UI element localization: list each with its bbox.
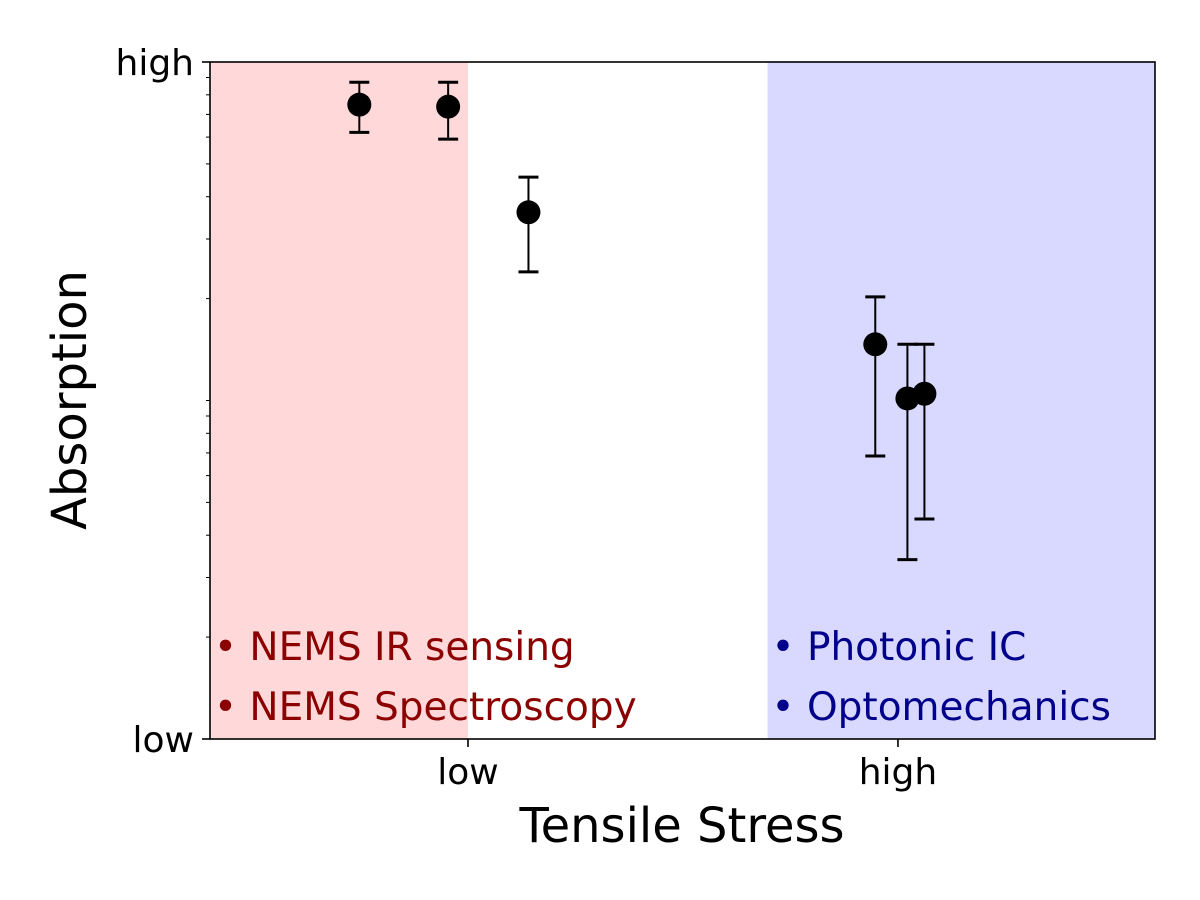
y-axis-label: Absorption: [42, 270, 98, 530]
data-point-5: [912, 381, 937, 406]
data-point-2: [516, 200, 541, 225]
data-point-1: [436, 94, 461, 119]
region-labels: • NEMS IR sensing • NEMS Spectroscopy • Ph…: [214, 625, 1111, 730]
x-tick-label-0: low: [437, 752, 498, 793]
region-0-label-1: • NEMS Spectroscopy: [214, 685, 637, 730]
y-tick-label-1: high: [116, 43, 195, 84]
region-1-label-1: • Optomechanics: [772, 685, 1111, 730]
x-axis-label: Tensile Stress: [518, 798, 844, 854]
region-0-label-0: • NEMS IR sensing: [214, 625, 575, 670]
region-1-label-0: • Photonic IC: [772, 625, 1027, 670]
data-point-0: [347, 92, 372, 117]
region-1-background: [767, 62, 1155, 739]
data-point-3: [863, 332, 888, 357]
y-tick-label-0: low: [133, 720, 194, 761]
axis-ticks: low high low high: [116, 43, 938, 793]
x-tick-label-1: high: [859, 752, 938, 793]
region-0-background: [210, 62, 468, 739]
error-bars: [349, 80, 935, 562]
data-points: [347, 92, 937, 411]
shaded-regions: [210, 62, 1155, 739]
plot-frame: [209, 61, 1156, 740]
